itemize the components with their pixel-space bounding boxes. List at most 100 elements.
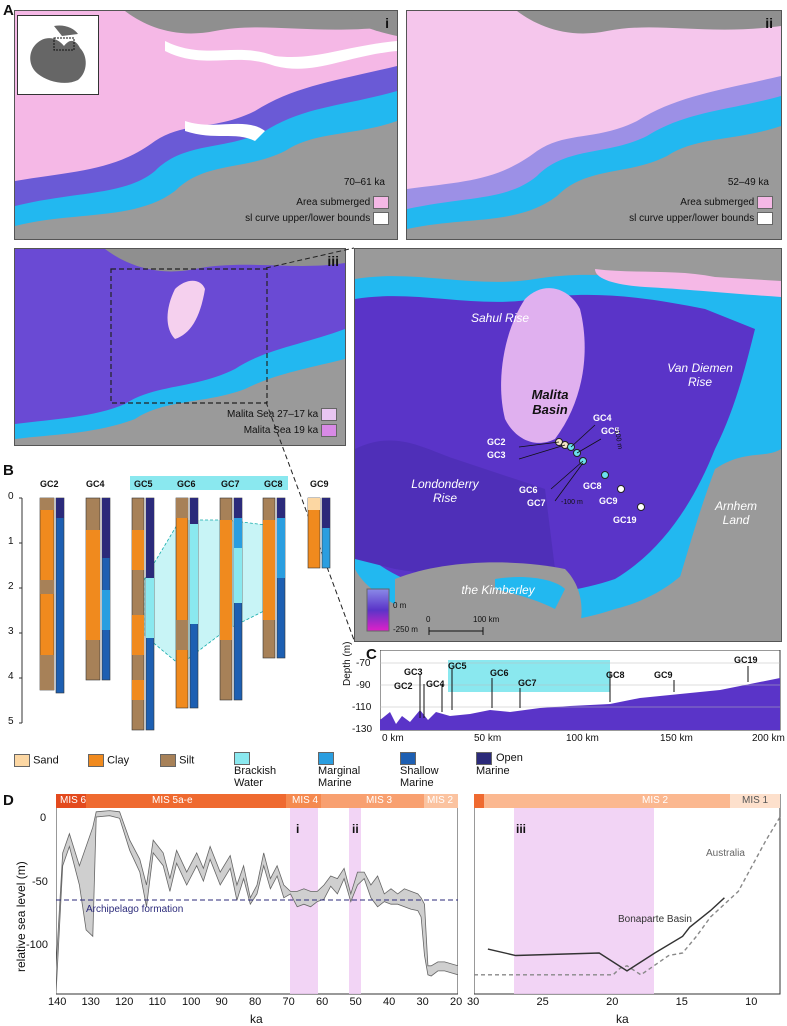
place-arnhem-land: Arnhem Land	[714, 499, 758, 527]
legend-item-open: Open Marine	[476, 752, 523, 777]
core-label-gc2: GC2	[40, 479, 59, 489]
transect-ytick-110: -110	[352, 702, 372, 713]
right-xtick: 25	[536, 996, 549, 1008]
place-van-diemen-rise: Van Diemen Rise	[667, 361, 733, 389]
inset-map: Sahul Rise Van Diemen Rise Malita Basin …	[354, 248, 782, 642]
ytick-100: -100	[26, 939, 49, 951]
legend-item-clay: Clay	[88, 754, 129, 767]
map-i-age: 70–61 ka	[343, 177, 385, 188]
mis1-band	[730, 794, 780, 808]
transect-core-gc5: GC5	[448, 661, 467, 671]
inset-globe	[17, 15, 99, 95]
core-label-gc6: GC6	[177, 479, 196, 489]
sea-level-ylabel: relative sea level (m)	[14, 861, 28, 972]
core-label-gc8: GC8	[264, 479, 283, 489]
swatch-malita-27-17	[321, 407, 337, 421]
inset-core-gc2: GC2	[487, 437, 506, 447]
transect-xtick-200: 200 km	[752, 733, 785, 744]
left-xtick: 140	[48, 996, 67, 1008]
transect-core-gc2: GC2	[394, 681, 413, 691]
map-i: i 70–61 ka Area submerged sl curve upper…	[14, 10, 398, 240]
core-dot-gc9	[617, 485, 625, 493]
transect-core-gc19: GC19	[734, 655, 758, 665]
mis5-band	[86, 794, 286, 808]
swatch-submerged-ii	[757, 195, 773, 209]
inset-core-gc8: GC8	[583, 481, 602, 491]
distance-scale-zero: 0	[426, 615, 431, 624]
contour-label-1: -100 m	[561, 499, 583, 506]
archipelago-label: Archipelago formation	[86, 904, 184, 915]
series-label-australia: Australia	[706, 848, 745, 859]
lithology-legend: Sand Clay Silt Brackish Water Marginal M…	[14, 750, 554, 789]
mis4-band	[286, 794, 321, 808]
legend-item-sand: Sand	[14, 754, 59, 767]
swatch-bounds	[373, 211, 389, 225]
series-line-1	[487, 897, 725, 972]
transect-core-gc6: GC6	[490, 668, 509, 678]
window-ii-label: ii	[352, 822, 359, 836]
map-ii-legend: Area submerged sl curve upper/lower boun…	[629, 195, 773, 227]
mis2-band-right	[474, 794, 730, 808]
left-xtick: 90	[215, 996, 228, 1008]
left-xtick: 60	[316, 996, 329, 1008]
map-iii-graphic	[15, 249, 345, 439]
series-label-bonaparte: Bonaparte Basin	[618, 914, 692, 925]
inset-core-gc9: GC9	[599, 496, 618, 506]
depth-scale-bottom: -250 m	[393, 625, 418, 634]
depth-scale-top: 0 m	[393, 601, 407, 610]
mis1-label: MIS 1	[742, 795, 769, 806]
inset-core-gc4: GC4	[593, 413, 612, 423]
legend-malita-19: Malita Sea 19 ka	[243, 425, 319, 436]
left-xtick: 120	[115, 996, 134, 1008]
inset-core-gc5: GC5	[601, 426, 620, 436]
depth-tick-4: 4	[8, 671, 14, 682]
window-iii	[514, 808, 654, 994]
inset-core-gc6: GC6	[519, 485, 538, 495]
left-xtick: 130	[81, 996, 100, 1008]
sea-level-band	[56, 810, 458, 995]
map-i-roman: i	[385, 15, 389, 31]
map-ii: ii 52–49 ka Area submerged sl curve uppe…	[406, 10, 782, 240]
left-xtick: 110	[148, 996, 167, 1008]
mis2-label-left: MIS 2	[427, 795, 454, 806]
mis2-label-right: MIS 2	[642, 795, 669, 806]
sea-level-chart-left	[56, 794, 458, 995]
left-xtick: 80	[249, 996, 262, 1008]
core-dot-gc19	[637, 503, 645, 511]
australia-icon	[30, 25, 86, 83]
transect-ytick-90: -90	[356, 680, 371, 691]
core-label-gc9: GC9	[310, 479, 329, 489]
right-xtick: 20	[606, 996, 619, 1008]
left-xtick: 30	[416, 996, 429, 1008]
legend-sl-bounds-ii: sl curve upper/lower bounds	[629, 213, 755, 224]
mis3-label: MIS 3	[366, 795, 393, 806]
left-xtick: 100	[182, 996, 201, 1008]
sea-level-chart-right	[474, 794, 781, 995]
panel-letter-d: D	[3, 792, 14, 809]
legend-area-submerged: Area submerged	[296, 197, 371, 208]
core-label-gc4: GC4	[86, 479, 105, 489]
map-iii: iii Malita Sea 27–17 ka Malita Sea 19 ka	[14, 248, 346, 446]
place-londonderry-rise: Londonderry Rise	[411, 477, 479, 505]
series-line-0	[474, 816, 781, 976]
inset-map-graphic	[355, 249, 781, 641]
legend-malita-27-17: Malita Sea 27–17 ka	[227, 409, 319, 420]
mis6-band	[56, 794, 86, 808]
mis5-label: MIS 5a-e	[152, 795, 193, 806]
legend-area-submerged-ii: Area submerged	[680, 197, 755, 208]
window-iii-label: iii	[516, 822, 527, 836]
sea-level-band-path	[56, 810, 458, 995]
legend-sl-bounds: sl curve upper/lower bounds	[245, 213, 371, 224]
place-malita-basin: Malita Basin	[531, 387, 569, 417]
swatch-submerged	[373, 195, 389, 209]
transect-core-gc3: GC3	[404, 667, 423, 677]
left-xtick: 40	[383, 996, 396, 1008]
legend-item-shallow: Shallow Marine	[400, 752, 490, 789]
panel-letter-c: C	[366, 646, 377, 663]
transect-core-gc9: GC9	[654, 670, 673, 680]
panel-letter-b: B	[3, 462, 14, 479]
inset-core-gc3: GC3	[487, 450, 506, 460]
core-logs	[19, 476, 331, 731]
transect-core-gc8: GC8	[606, 670, 625, 680]
transect-xtick-50: 50 km	[474, 733, 502, 744]
